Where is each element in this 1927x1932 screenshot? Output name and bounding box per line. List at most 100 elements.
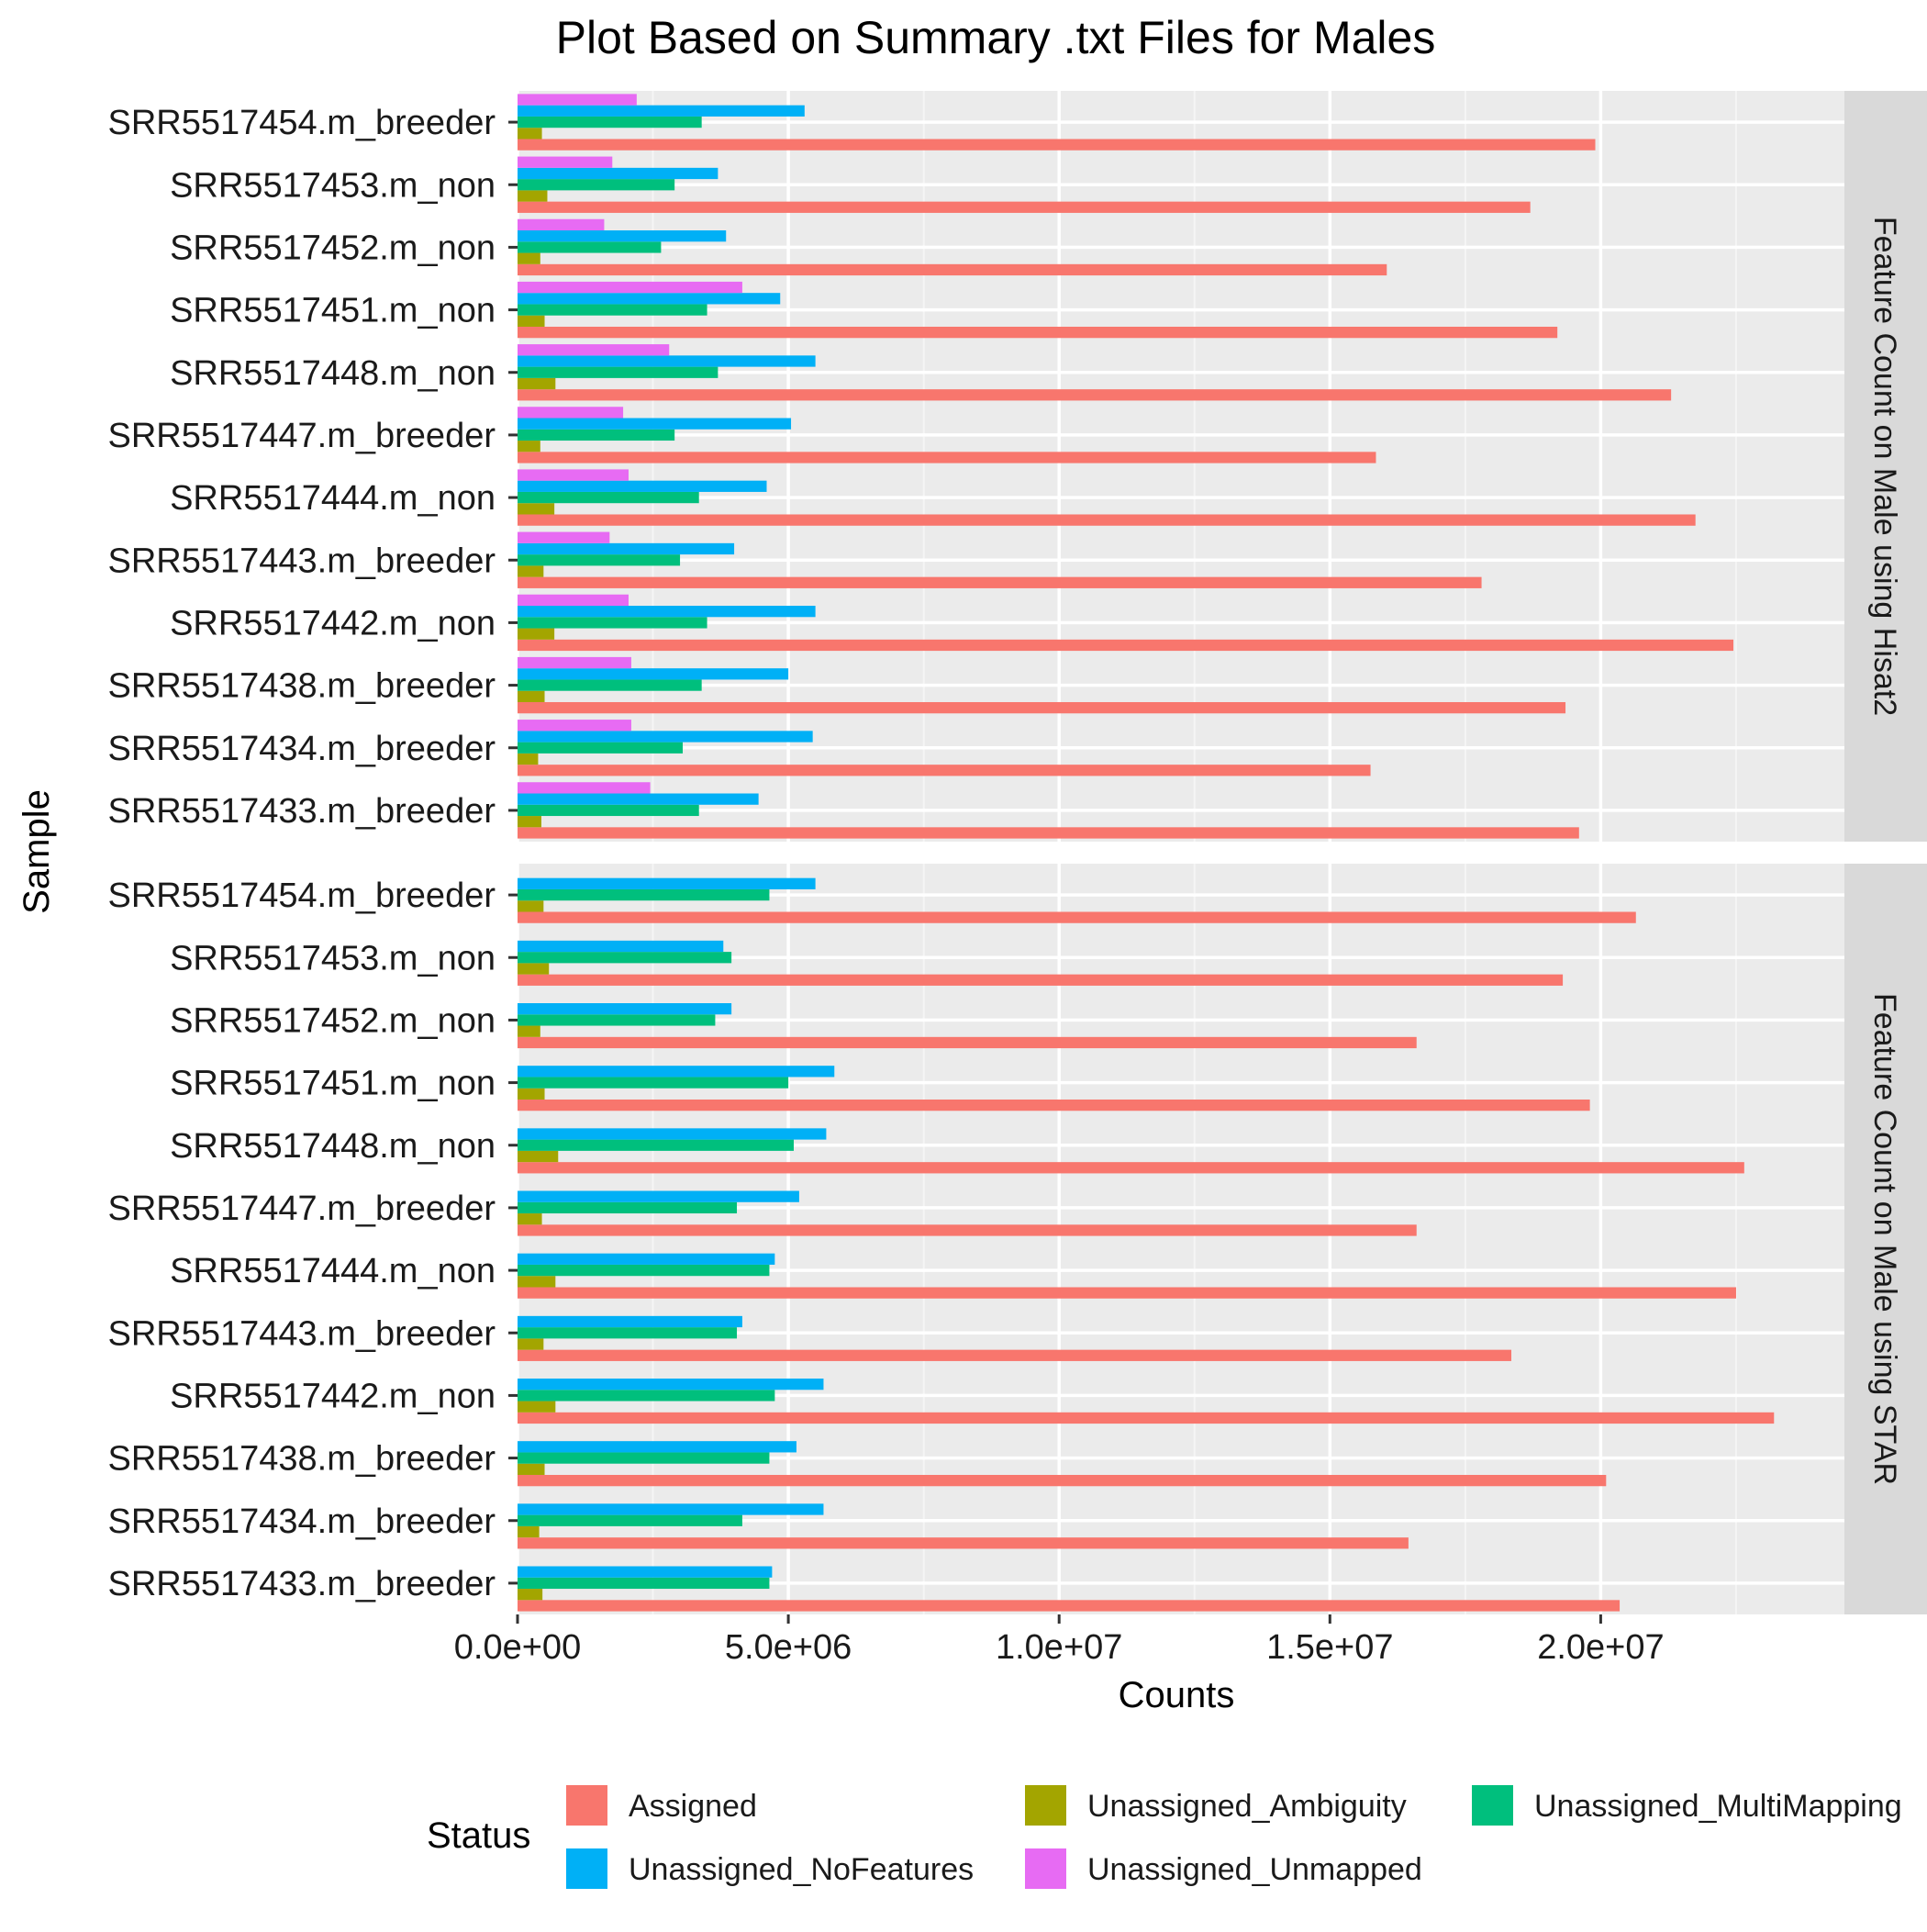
bar-unassigned_ambiguity <box>518 1589 542 1600</box>
bar-unassigned_nofeatures <box>518 794 759 805</box>
bar-assigned <box>518 1162 1744 1173</box>
bar-unassigned_nofeatures <box>518 1379 823 1390</box>
bar-assigned <box>518 1224 1417 1235</box>
bar-unassigned_multimapping <box>518 492 699 503</box>
bar-unassigned_nofeatures <box>518 1503 823 1514</box>
bar-assigned <box>518 911 1636 922</box>
bar-assigned <box>518 765 1371 776</box>
bar-unassigned_unmapped <box>518 532 609 543</box>
bar-unassigned_multimapping <box>518 367 718 378</box>
bar-unassigned_ambiguity <box>518 1213 542 1224</box>
legend-label-unassigned_multimapping: Unassigned_MultiMapping <box>1534 1789 1902 1824</box>
bar-unassigned_ambiguity <box>518 629 554 640</box>
bar-unassigned_ambiguity <box>518 128 542 139</box>
panel-2: SRR5517454.m_breeder SRR5517453.m_non SRR5… <box>108 864 1927 1614</box>
bar-assigned <box>518 827 1579 838</box>
bar-assigned <box>518 1600 1620 1611</box>
bar-unassigned_ambiguity <box>518 1276 555 1287</box>
bar-unassigned_ambiguity <box>518 1151 558 1162</box>
y-tick-label: SRR5517442.m_non <box>170 604 496 642</box>
bar-unassigned_multimapping <box>518 241 661 252</box>
bar-unassigned_multimapping <box>518 1265 769 1276</box>
bar-unassigned_unmapped <box>518 407 623 418</box>
y-tick-label: SRR5517452.m_non <box>170 229 496 267</box>
bar-unassigned_ambiguity <box>518 1338 543 1349</box>
bar-unassigned_multimapping <box>518 1202 737 1213</box>
y-tick-label: SRR5517443.m_breeder <box>108 1314 496 1353</box>
bar-unassigned_nofeatures <box>518 1441 796 1452</box>
x-tick-label: 2.0e+07 <box>1537 1628 1664 1667</box>
y-tick-label: SRR5517434.m_breeder <box>108 1502 496 1541</box>
bar-assigned <box>518 202 1531 213</box>
bar-unassigned_ambiguity <box>518 253 540 264</box>
bar-unassigned_nofeatures <box>518 543 734 554</box>
y-tick-label: SRR5517453.m_non <box>170 166 496 205</box>
bar-unassigned_nofeatures <box>518 1066 834 1077</box>
y-tick-label: SRR5517448.m_non <box>170 1127 496 1166</box>
bar-unassigned_ambiguity <box>518 1089 545 1100</box>
bar-unassigned_multimapping <box>518 1140 794 1151</box>
bar-assigned <box>518 1287 1736 1298</box>
bar-unassigned_nofeatures <box>518 878 816 889</box>
legend-key-unassigned_multimapping <box>1472 1785 1513 1826</box>
bar-unassigned_nofeatures <box>518 1567 772 1578</box>
bar-assigned <box>518 327 1557 338</box>
y-tick-label: SRR5517438.m_breeder <box>108 1440 496 1479</box>
bar-assigned <box>518 139 1596 150</box>
bar-unassigned_multimapping <box>518 805 699 816</box>
y-tick-label: SRR5517451.m_non <box>170 292 496 330</box>
bar-unassigned_ambiguity <box>518 963 549 974</box>
bar-unassigned_nofeatures <box>518 606 816 617</box>
x-tick-label: 5.0e+06 <box>725 1628 852 1667</box>
bar-assigned <box>518 452 1376 463</box>
bar-unassigned_multimapping <box>518 952 731 963</box>
facet-strip-label: Feature Count on Male using Hisat2 <box>1867 217 1902 716</box>
bar-unassigned_ambiguity <box>518 1402 555 1413</box>
bar-assigned <box>518 1037 1417 1048</box>
bar-unassigned_multimapping <box>518 1014 715 1025</box>
bar-unassigned_ambiguity <box>518 1026 540 1037</box>
y-tick-label: SRR5517444.m_non <box>170 479 496 518</box>
legend-key-unassigned_unmapped <box>1025 1848 1066 1889</box>
chart-title: Plot Based on Summary .txt Files for Mal… <box>556 12 1436 63</box>
bar-assigned <box>518 702 1565 713</box>
bar-unassigned_ambiguity <box>518 754 538 765</box>
bar-unassigned_nofeatures <box>518 168 718 179</box>
bar-unassigned_ambiguity <box>518 1464 545 1475</box>
bar-unassigned_multimapping <box>518 430 674 441</box>
bar-unassigned_multimapping <box>518 1390 774 1401</box>
bar-unassigned_ambiguity <box>518 503 554 514</box>
facet-strip-label: Feature Count on Male using STAR <box>1867 993 1902 1485</box>
bar-unassigned_multimapping <box>518 889 769 900</box>
bar-unassigned_multimapping <box>518 117 702 128</box>
bar-unassigned_nofeatures <box>518 1191 799 1202</box>
bar-unassigned_unmapped <box>518 720 631 731</box>
y-tick-label: SRR5517454.m_breeder <box>108 104 496 142</box>
y-tick-label: SRR5517454.m_breeder <box>108 877 496 915</box>
bar-unassigned_unmapped <box>518 657 631 668</box>
x-tick-label: 1.5e+07 <box>1266 1628 1393 1667</box>
legend-label-unassigned_nofeatures: Unassigned_NoFeatures <box>629 1852 974 1887</box>
bar-unassigned_nofeatures <box>518 230 726 241</box>
legend-label-assigned: Assigned <box>629 1789 757 1824</box>
bar-assigned <box>518 1350 1511 1361</box>
legend-label-unassigned_ambiguity: Unassigned_Ambiguity <box>1087 1789 1407 1824</box>
bar-unassigned_multimapping <box>518 304 707 315</box>
y-tick-label: SRR5517443.m_breeder <box>108 542 496 580</box>
bar-assigned <box>518 1537 1409 1548</box>
bar-assigned <box>518 264 1387 275</box>
bar-unassigned_nofeatures <box>518 481 766 492</box>
bar-unassigned_multimapping <box>518 679 702 690</box>
y-tick-label: SRR5517453.m_non <box>170 939 496 977</box>
y-tick-label: SRR5517447.m_breeder <box>108 1189 496 1228</box>
bar-unassigned_multimapping <box>518 617 707 628</box>
legend-label-unassigned_unmapped: Unassigned_Unmapped <box>1087 1852 1422 1887</box>
bar-unassigned_nofeatures <box>518 293 780 304</box>
bar-unassigned_multimapping <box>518 179 674 190</box>
bar-assigned <box>518 1413 1774 1424</box>
x-axis-title: Counts <box>1119 1675 1235 1715</box>
bar-unassigned_unmapped <box>518 157 612 168</box>
